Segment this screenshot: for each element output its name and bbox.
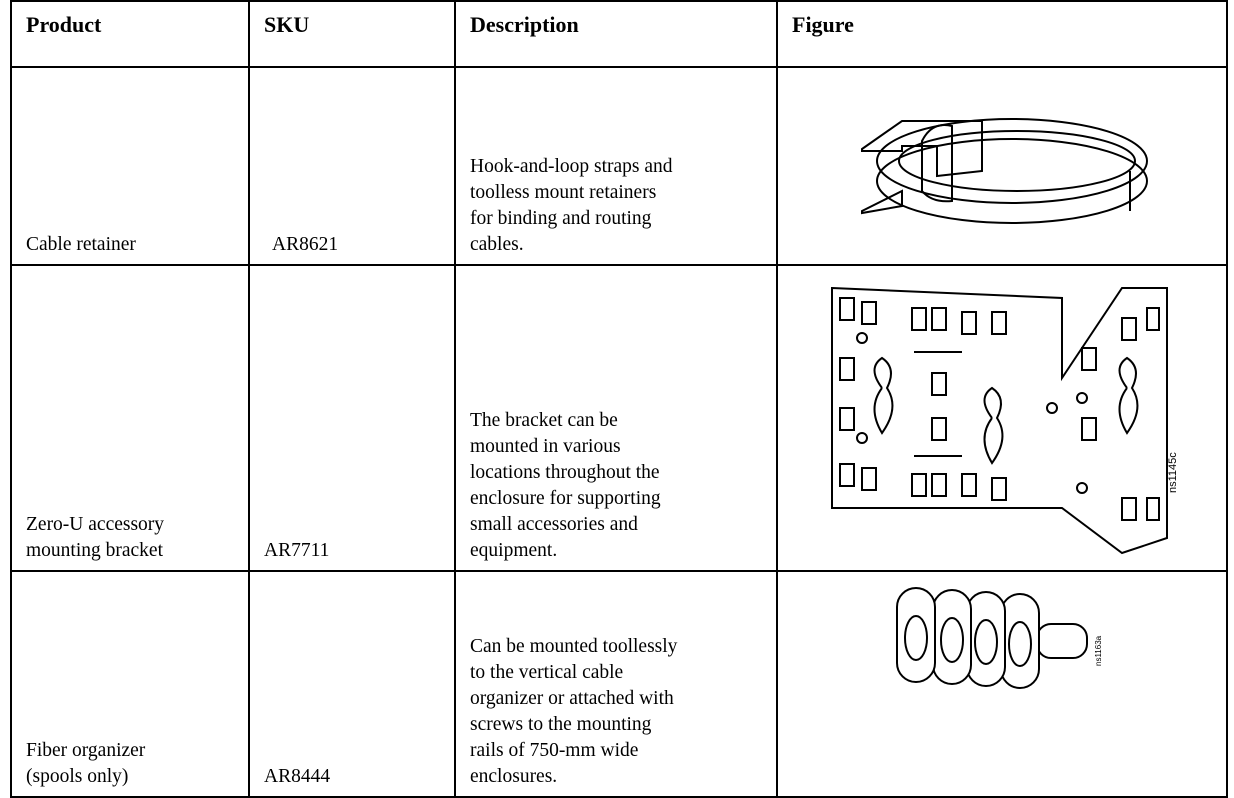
cable-retainer-figure: [861, 118, 1148, 224]
sku: AR8621: [272, 234, 339, 255]
description-line: locations throughout the: [470, 462, 660, 483]
description-cell: The bracket can be mounted in various lo…: [454, 264, 778, 572]
description-line: Hook-and-loop straps and: [470, 156, 673, 177]
header-row: Product SKU Description Figure: [10, 0, 1228, 68]
accessory-table: Product SKU Description Figure Cable ret…: [10, 0, 1228, 798]
description-line: for binding and routing: [470, 208, 652, 229]
product: mounting bracket: [26, 540, 164, 561]
header-cell: Product: [10, 0, 250, 68]
description-cell: Can be mounted toollessly to the vertica…: [454, 570, 778, 798]
spools-figure: ns1163a: [896, 587, 1103, 689]
header-cell: Description: [454, 0, 778, 68]
row: Cable retainer AR8621 Hook-and-loop stra…: [10, 66, 1228, 266]
description-line: The bracket can be: [470, 410, 618, 431]
description-line: organizer or attached with: [470, 688, 674, 709]
description-line: rails of 750-mm wide: [470, 740, 639, 761]
figure-cell: ns1163a: [776, 570, 1228, 798]
description-line: cables.: [470, 234, 524, 255]
description-line: Can be mounted toollessly: [470, 636, 678, 657]
sku: AR7711: [264, 540, 330, 561]
figure-cell: [776, 66, 1228, 266]
product: (spools only): [26, 766, 129, 787]
sku-cell: AR8621: [248, 66, 456, 266]
sku-cell: AR8444: [248, 570, 456, 798]
row: Zero-U accessory mounting bracket AR7711…: [10, 264, 1228, 572]
sku-cell: AR7711: [248, 264, 456, 572]
product: Fiber organizer: [26, 740, 146, 761]
description-cell: Hook-and-loop straps and toolless mount …: [454, 66, 778, 266]
product-cell: Fiber organizer (spools only): [10, 570, 250, 798]
figure-cell: ns1145c: [776, 264, 1228, 572]
description-line: to the vertical cable: [470, 662, 624, 683]
figure-label: ns1145c: [1167, 452, 1179, 493]
description-line: screws to the mounting: [470, 714, 652, 735]
sku: AR8444: [264, 766, 331, 787]
header-cell: Figure: [776, 0, 1228, 68]
description-line: toolless mount retainers: [470, 182, 657, 203]
description-line: small accessories and: [470, 514, 638, 535]
description-line: enclosures.: [470, 766, 558, 787]
header-cell: SKU: [248, 0, 456, 68]
figure-label: ns1163a: [1094, 635, 1103, 666]
product: Zero-U accessory: [26, 514, 165, 535]
row: Fiber organizer (spools only) AR8444 Can…: [10, 570, 1228, 798]
description-line: mounted in various: [470, 436, 621, 457]
product: Cable retainer: [26, 234, 136, 255]
description-line: enclosure for supporting: [470, 488, 661, 509]
description-line: equipment.: [470, 540, 558, 561]
product-cell: Zero-U accessory mounting bracket: [10, 264, 250, 572]
product-cell: Cable retainer: [10, 66, 250, 266]
bracket-figure: ns1145c: [831, 286, 1179, 555]
